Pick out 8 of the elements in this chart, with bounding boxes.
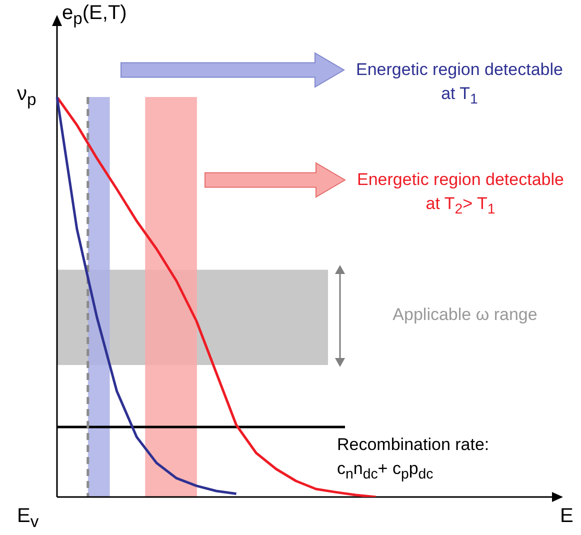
text: E$_{v}$ (17, 505, 39, 532)
annotation: Energetic region detectable at T$_{1}$ (355, 59, 564, 110)
annotation: Applicable ω range (392, 304, 538, 326)
text: Recombination rate: c$_{n}$n$_{dc}$+ c$_{p}$p$_{dc}$ (337, 435, 490, 482)
x-axis-title: E (560, 505, 574, 528)
text: ν$_{p}$ (17, 83, 36, 110)
annotation: Energetic region detectable at T$_{2}$> T$_{1}$ (356, 169, 565, 220)
y-axis-title: e$_{p}$(E,T) (62, 2, 127, 29)
